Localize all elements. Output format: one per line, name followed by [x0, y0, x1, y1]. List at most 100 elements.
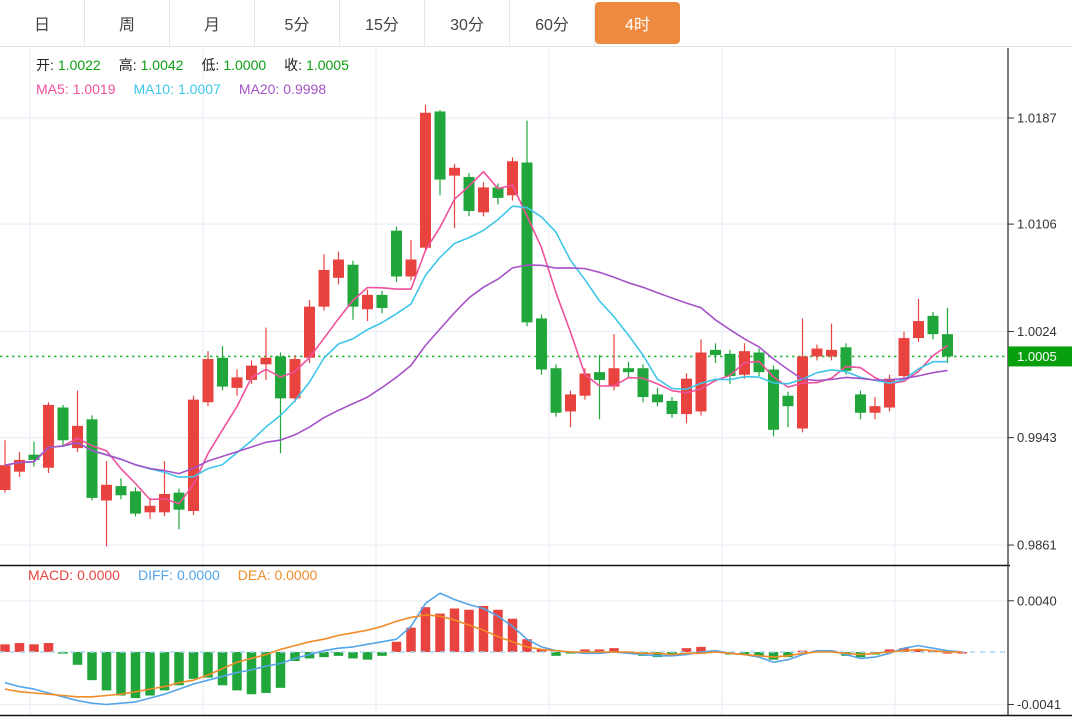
- macd-bar: [29, 644, 39, 652]
- candle-body: [43, 404, 54, 468]
- candle-body: [101, 484, 112, 501]
- macd-bar: [72, 652, 83, 665]
- price-tick-label: 0.9943: [1017, 430, 1057, 445]
- macd-bar: [377, 652, 387, 656]
- tab-30分[interactable]: 30分: [425, 0, 510, 46]
- ma10-line: [4, 205, 948, 479]
- candle-body: [710, 349, 721, 356]
- macd-bar: [652, 652, 663, 658]
- candle-body: [797, 356, 808, 429]
- macd-tick-label: 0.0040: [1017, 593, 1057, 608]
- candle-body: [492, 187, 504, 198]
- candle-body: [173, 492, 185, 510]
- macd-bar: [696, 646, 706, 652]
- candle-body: [318, 269, 330, 307]
- legend-ohlc-item: 开: 1.0022: [36, 57, 105, 73]
- candle-body: [565, 394, 576, 412]
- macd-bar: [275, 652, 286, 688]
- tab-月[interactable]: 月: [170, 0, 255, 46]
- macd-bar: [594, 649, 605, 652]
- candle-body: [202, 359, 214, 403]
- tab-周[interactable]: 周: [85, 0, 170, 46]
- candle-body: [550, 368, 562, 413]
- candle-body: [869, 406, 881, 413]
- legend-label: MA20:: [238, 81, 280, 97]
- candle-body: [507, 161, 518, 196]
- macd-bar: [232, 652, 242, 691]
- macd-bar: [768, 652, 779, 660]
- candle-body: [376, 294, 388, 308]
- macd-bar: [783, 652, 793, 658]
- macd-bar: [101, 652, 112, 691]
- legend-label: DIFF:: [137, 567, 173, 583]
- macd-bar: [116, 652, 126, 696]
- candle-body: [913, 321, 924, 339]
- legend-ohlc-item: 收: 1.0005: [284, 57, 353, 73]
- candle-body: [405, 259, 417, 277]
- macd-bar: [58, 652, 68, 654]
- ma20-line: [4, 264, 948, 475]
- macd-bar: [913, 649, 924, 652]
- macd-bar: [681, 648, 692, 652]
- macd-bar: [884, 649, 895, 652]
- candle-body: [159, 493, 170, 513]
- candle-body: [72, 425, 83, 449]
- macd-bar: [362, 652, 373, 660]
- macd-bar: [130, 652, 141, 699]
- macd-bar: [333, 652, 344, 656]
- candle-body: [884, 378, 895, 408]
- macd-bar: [319, 652, 329, 658]
- tab-60分[interactable]: 60分: [510, 0, 595, 46]
- candle-body: [14, 459, 25, 472]
- macd-bar: [435, 613, 445, 652]
- candle-body: [724, 353, 736, 377]
- candle-body: [768, 369, 779, 430]
- macd-bar: [87, 652, 97, 681]
- candle-body: [289, 359, 301, 399]
- ma5-line: [4, 170, 948, 505]
- last-price-badge: [1008, 346, 1072, 367]
- legend-ma-item: MA20: 0.9998: [239, 81, 330, 97]
- candle-body: [144, 505, 156, 513]
- candle-body: [652, 394, 663, 403]
- candle-body: [0, 465, 11, 491]
- legend-label: 收:: [284, 57, 303, 73]
- candle-body: [826, 349, 837, 357]
- candle-body: [521, 162, 533, 323]
- diff-line: [4, 592, 963, 706]
- tab-5分[interactable]: 5分: [255, 0, 340, 46]
- candle-body: [695, 352, 707, 412]
- macd-bar: [536, 649, 547, 652]
- macd-bar: [145, 652, 155, 696]
- legend-macd-item: DIFF: 0.0000: [138, 567, 224, 583]
- candle-body: [420, 112, 431, 248]
- macd-bar: [551, 652, 561, 656]
- candle-body: [449, 167, 460, 176]
- tab-4时[interactable]: 4时: [595, 2, 680, 44]
- candle-body: [811, 348, 823, 357]
- macd-bar: [580, 649, 590, 652]
- legend-value: 0.9998: [283, 81, 327, 97]
- macd-bar: [348, 652, 358, 659]
- tab-15分[interactable]: 15分: [340, 0, 425, 46]
- tab-日[interactable]: 日: [0, 0, 85, 46]
- candle-body: [260, 357, 272, 365]
- candle-body: [536, 318, 547, 370]
- legend-value: 0.0000: [274, 567, 318, 583]
- legend-ohlc-item: 低: 1.0000: [201, 57, 270, 73]
- price-tick-label: 0.9861: [1017, 538, 1057, 553]
- legend-value: 0.0000: [176, 567, 220, 583]
- macd-bar: [174, 652, 184, 686]
- macd-bar: [203, 652, 213, 678]
- candle-body: [608, 368, 620, 387]
- price-tick-label: 1.0106: [1017, 217, 1057, 232]
- legend-macd-item: MACD: 0.0000: [28, 567, 124, 583]
- macd-bar: [420, 607, 431, 652]
- macd-bar: [522, 639, 532, 652]
- last-price-badge-label: 1.0005: [1017, 349, 1057, 364]
- candle-body: [782, 395, 794, 407]
- candle-body: [855, 394, 866, 413]
- candle-body: [927, 315, 939, 335]
